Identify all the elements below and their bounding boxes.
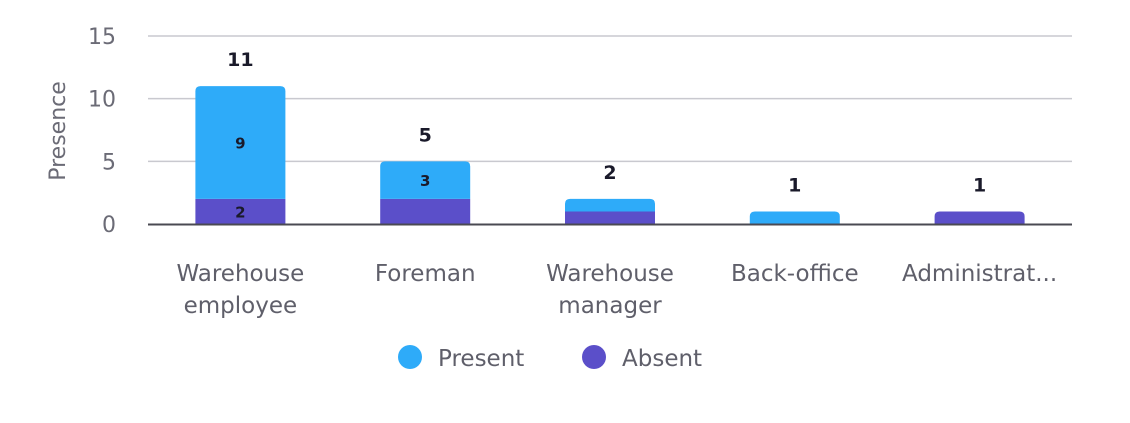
x-category-label: Warehouse manager xyxy=(546,261,674,319)
gridlines xyxy=(148,35,1072,163)
y-tick-label: 10 xyxy=(88,88,116,113)
y-tick-label: 15 xyxy=(88,25,116,50)
bar-segment-absent xyxy=(380,198,471,224)
x-category-label: Back-office xyxy=(731,261,859,287)
bar-total-label: 11 xyxy=(227,49,253,71)
segment-value-label: 3 xyxy=(420,172,430,190)
legend-swatch xyxy=(398,345,422,369)
bar-segment-absent xyxy=(195,198,286,224)
legend: Present Absent xyxy=(398,345,702,372)
bar-segment-present xyxy=(195,86,286,199)
bar-segment-present xyxy=(380,161,471,199)
x-category-label: Administrat... xyxy=(902,261,1057,287)
x-category-label: Warehouse employee xyxy=(176,261,304,319)
y-tick-label: 5 xyxy=(102,150,116,175)
bar-total-label: 2 xyxy=(603,162,616,184)
x-axis-labels: Warehouse employee Foreman Warehouse manager… xyxy=(176,261,1057,319)
legend-label: Absent xyxy=(622,346,702,372)
segment-value-label: 2 xyxy=(235,203,245,221)
x-category-label-line: employee xyxy=(184,293,298,319)
bar-segment-present xyxy=(565,198,655,212)
x-category-label-line: manager xyxy=(558,293,662,319)
y-tick-label: 0 xyxy=(102,213,116,238)
x-category-label-line: Foreman xyxy=(375,261,476,287)
x-category-label-line: Warehouse xyxy=(546,261,674,287)
x-category-label-line: Warehouse xyxy=(176,261,304,287)
bar-segment-present xyxy=(749,211,840,224)
bar-segment-absent xyxy=(934,211,1025,224)
legend-label: Present xyxy=(438,346,524,372)
x-category-label: Foreman xyxy=(375,261,476,287)
bar-segment-absent xyxy=(565,211,655,224)
bar-total-label: 1 xyxy=(788,174,801,196)
y-axis-title: Presence xyxy=(46,81,71,181)
bar-total-label: 5 xyxy=(419,124,432,146)
segment-value-label: 9 xyxy=(235,135,245,153)
x-category-label-line: Back-office xyxy=(731,261,859,287)
bar-total-label: 1 xyxy=(973,174,986,196)
y-axis-ticks: 0 5 10 15 xyxy=(88,25,116,238)
x-category-label-line: Administrat... xyxy=(902,261,1057,287)
legend-swatch xyxy=(582,345,606,369)
